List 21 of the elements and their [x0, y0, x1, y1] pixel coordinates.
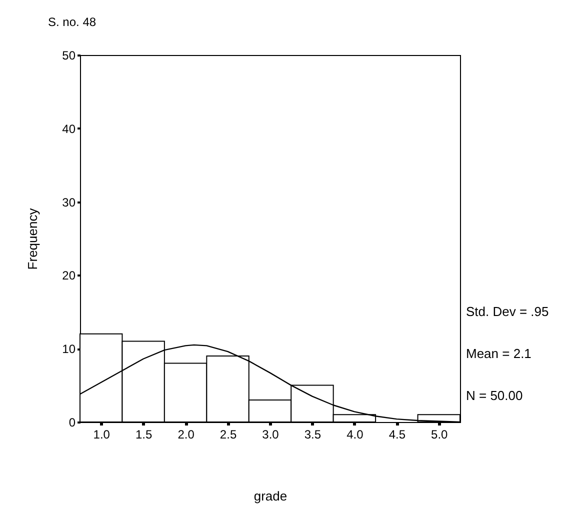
x-tick-label: 4.0	[346, 428, 364, 442]
y-tick-label: 50	[62, 48, 76, 62]
x-tick-label: 5.0	[431, 428, 448, 442]
x-tick-label: 2.5	[220, 428, 237, 442]
y-tick-label: 20	[62, 268, 76, 283]
x-tick-label: 2.0	[178, 428, 195, 442]
chart-title: S. no. 48	[48, 15, 96, 29]
y-tick-label: 0	[68, 416, 76, 430]
y-axis-title: Frequency	[25, 208, 40, 270]
y-tick-label: 30	[62, 195, 76, 210]
y-tick-label: 40	[62, 122, 76, 136]
x-tick-label: 3.5	[304, 428, 322, 442]
y-tick-label: 10	[62, 342, 76, 356]
x-axis-title: grade	[254, 488, 288, 504]
text: Std. Dev = .95	[466, 304, 549, 319]
x-tick-label: 1.0	[93, 428, 110, 442]
x-tick-label: 3.0	[262, 428, 280, 442]
x-tick-label: 4.5	[388, 428, 406, 442]
text: N = 50.00	[466, 388, 523, 403]
text: Mean = 2.1	[466, 346, 532, 361]
x-tick-label: 1.5	[135, 428, 152, 442]
